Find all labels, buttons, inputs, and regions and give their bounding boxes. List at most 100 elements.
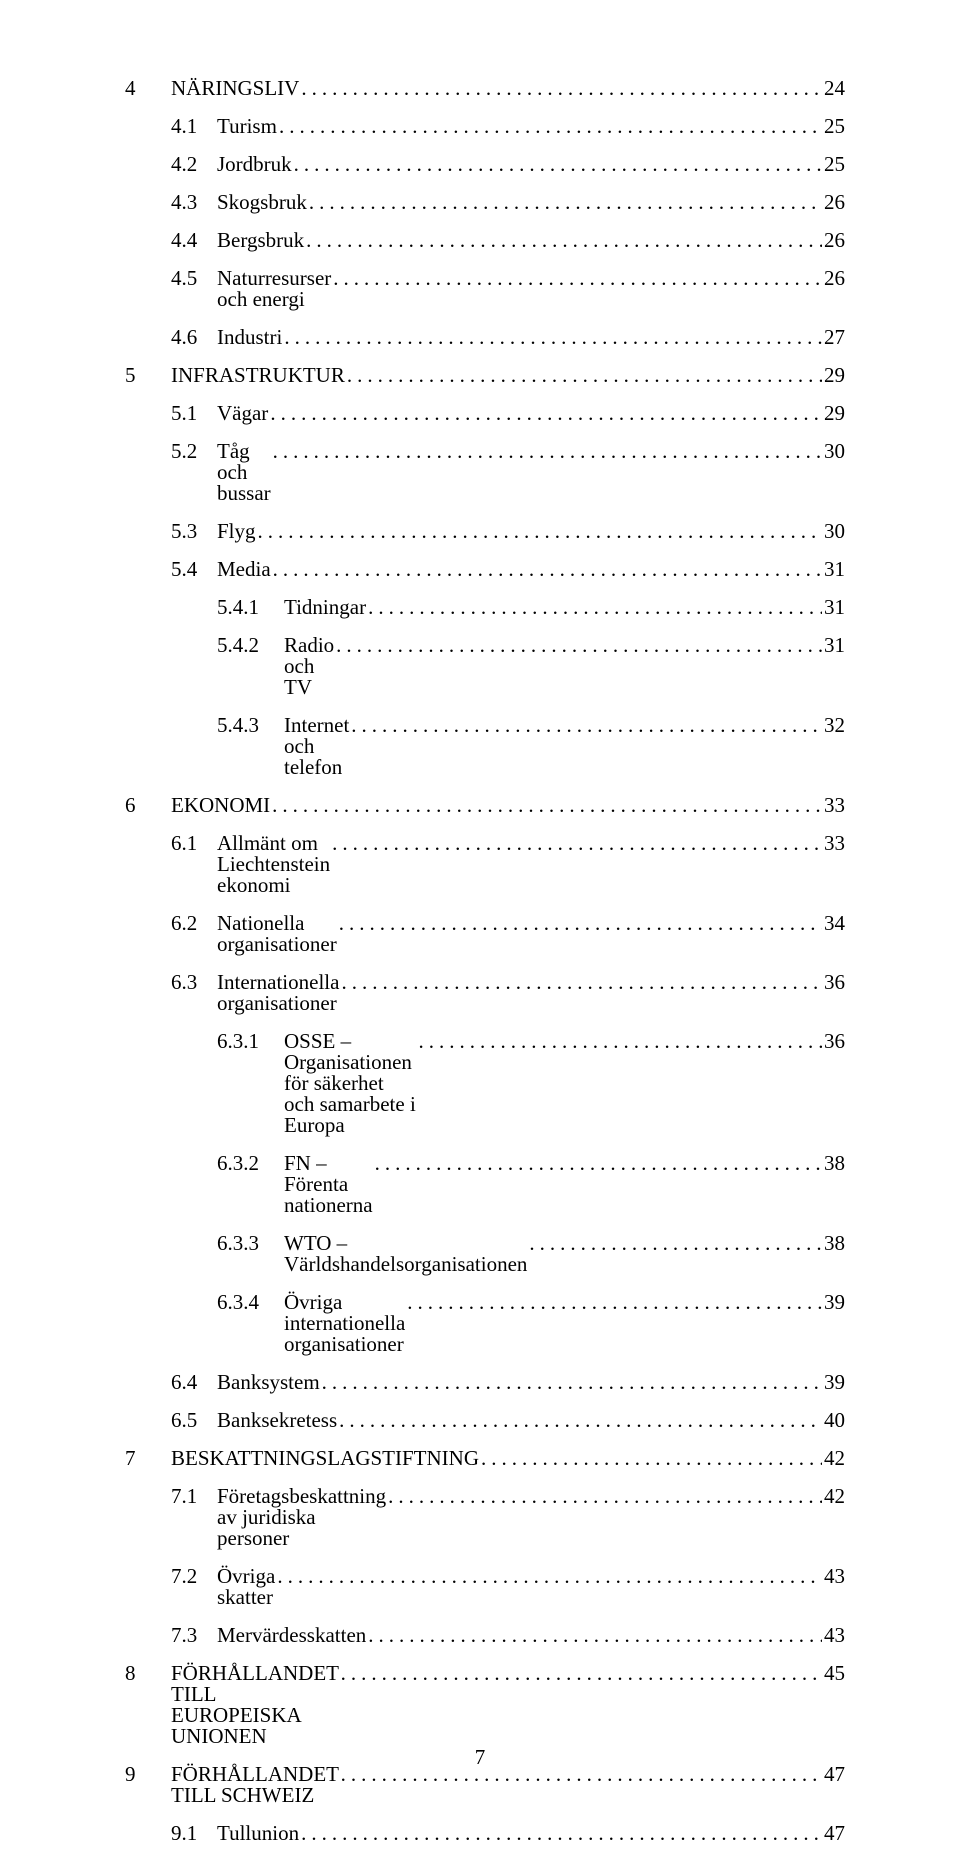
toc-entry-number: 6.4 [171, 1372, 217, 1393]
toc-entry-number: 7 [125, 1448, 171, 1469]
toc-leader-dots [284, 327, 822, 348]
toc-entry-page: 43 [824, 1566, 845, 1587]
toc-entry-number: 6.1 [171, 833, 217, 854]
toc-entry: 6.3.1OSSE – Organisationen för säkerhet … [125, 1031, 845, 1136]
toc-leader-dots [272, 795, 822, 816]
toc-entry-page: 31 [824, 597, 845, 618]
toc-leader-dots [258, 521, 822, 542]
toc-entry-title: FÖRHÅLLANDET TILL EUROPEISKA UNIONEN [171, 1663, 339, 1747]
toc-entry: 5.1Vägar 29 [125, 403, 845, 424]
toc-entry: 7.1Företagsbeskattning av juridiska pers… [125, 1486, 845, 1549]
toc-entry-page: 38 [824, 1233, 845, 1254]
toc-entry-number: 5.3 [171, 521, 217, 542]
toc-entry-page: 30 [824, 441, 845, 462]
toc-leader-dots [294, 154, 822, 175]
toc-entry-title: Media [217, 559, 271, 580]
toc-leader-dots [333, 268, 822, 289]
toc-entry-title: Internationella organisationer [217, 972, 339, 1014]
toc-entry-page: 30 [824, 521, 845, 542]
toc-leader-dots [481, 1448, 822, 1469]
toc-entry: 4.2Jordbruk25 [125, 154, 845, 175]
toc-entry-title: Tullunion [217, 1823, 299, 1844]
toc-leader-dots [279, 116, 822, 137]
toc-entry-page: 25 [824, 154, 845, 175]
toc-entry-title: Tåg och bussar [217, 441, 271, 504]
toc-entry-title: Banksystem [217, 1372, 320, 1393]
toc-entry-title: Tidningar [284, 597, 366, 618]
toc-entry: 7.2Övriga skatter43 [125, 1566, 845, 1608]
toc-entry-title: EKONOMI [171, 795, 270, 816]
toc-entry: 6.2Nationella organisationer34 [125, 913, 845, 955]
toc-entry-number: 6.5 [171, 1410, 217, 1431]
toc-leader-dots [301, 1823, 822, 1844]
toc-entry: 5.4.3Internet och telefon32 [125, 715, 845, 778]
toc-entry: 9.1Tullunion47 [125, 1823, 845, 1844]
toc-entry-page: 36 [824, 1031, 845, 1052]
toc-leader-dots [273, 441, 822, 462]
toc-leader-dots [273, 559, 822, 580]
toc-entry: 4.6Industri27 [125, 327, 845, 348]
toc-entry-title: BESKATTNINGSLAGSTIFTNING [171, 1448, 479, 1469]
toc-entry-number: 5.1 [171, 403, 217, 424]
toc-entry-title: Radio och TV [284, 635, 334, 698]
toc-entry: 6.3.4Övriga internationella organisation… [125, 1292, 845, 1355]
toc-entry: 4.5Naturresurser och energi 26 [125, 268, 845, 310]
document-page: 4NÄRINGSLIV244.1Turism254.2Jordbruk254.3… [0, 0, 960, 1844]
toc-entry-number: 4.2 [171, 154, 217, 175]
toc-entry-number: 5.2 [171, 441, 217, 462]
toc-entry-page: 26 [824, 192, 845, 213]
toc-leader-dots [339, 1410, 822, 1431]
toc-entry-number: 8 [125, 1663, 171, 1684]
toc-entry: 7BESKATTNINGSLAGSTIFTNING42 [125, 1448, 845, 1469]
toc-entry-number: 4.1 [171, 116, 217, 137]
toc-entry-title: Industri [217, 327, 282, 348]
toc-entry-number: 7.1 [171, 1486, 217, 1507]
toc-entry-title: Övriga internationella organisationer [284, 1292, 405, 1355]
toc-entry-title: Företagsbeskattning av juridiska persone… [217, 1486, 386, 1549]
toc-entry-title: Allmänt om Liechtenstein ekonomi [217, 833, 330, 896]
toc-entry-page: 45 [824, 1663, 845, 1684]
toc-entry-number: 4.5 [171, 268, 217, 289]
toc-entry: 5.4Media31 [125, 559, 845, 580]
toc-leader-dots [277, 1566, 822, 1587]
toc-entry-number: 6.2 [171, 913, 217, 934]
toc-entry: 6.3.2FN – Förenta nationerna38 [125, 1153, 845, 1216]
toc-leader-dots [341, 1663, 822, 1684]
toc-leader-dots [270, 403, 822, 424]
toc-leader-dots [332, 833, 822, 854]
toc-entry-page: 29 [824, 403, 845, 424]
toc-entry-title: Naturresurser och energi [217, 268, 331, 310]
toc-leader-dots [301, 78, 822, 99]
toc-leader-dots [336, 635, 822, 656]
toc-entry: 4NÄRINGSLIV24 [125, 78, 845, 99]
toc-entry-page: 26 [824, 268, 845, 289]
toc-entry-page: 29 [824, 365, 845, 386]
toc-entry-title: Vägar [217, 403, 268, 424]
toc-entry-page: 27 [824, 327, 845, 348]
toc-entry-page: 31 [824, 635, 845, 656]
toc-entry-title: INFRASTRUKTUR [171, 365, 345, 386]
toc-entry-page: 39 [824, 1292, 845, 1313]
toc-entry-title: Skogsbruk [217, 192, 307, 213]
toc-entry-page: 24 [824, 78, 845, 99]
toc-entry: 5.2Tåg och bussar 30 [125, 441, 845, 504]
toc-entry-page: 40 [824, 1410, 845, 1431]
toc-entry-title: NÄRINGSLIV [171, 78, 299, 99]
toc-entry-title: Flyg [217, 521, 256, 542]
toc-entry-number: 7.3 [171, 1625, 217, 1646]
toc-entry: 4.3Skogsbruk26 [125, 192, 845, 213]
toc-entry: 6EKONOMI33 [125, 795, 845, 816]
toc-entry: 6.4Banksystem39 [125, 1372, 845, 1393]
toc-entry-title: Nationella organisationer [217, 913, 337, 955]
toc-entry: 6.5Banksekretess40 [125, 1410, 845, 1431]
toc-leader-dots [309, 192, 822, 213]
toc-entry: 6.3.3WTO – Världshandelsorganisationen38 [125, 1233, 845, 1275]
toc-entry-page: 26 [824, 230, 845, 251]
toc-leader-dots [529, 1233, 822, 1254]
toc-entry-page: 36 [824, 972, 845, 993]
page-number: 7 [0, 1745, 960, 1770]
toc-entry-page: 38 [824, 1153, 845, 1174]
toc-entry-number: 5.4.3 [217, 715, 284, 736]
toc-entry-number: 6.3 [171, 972, 217, 993]
toc-entry-title: Turism [217, 116, 277, 137]
